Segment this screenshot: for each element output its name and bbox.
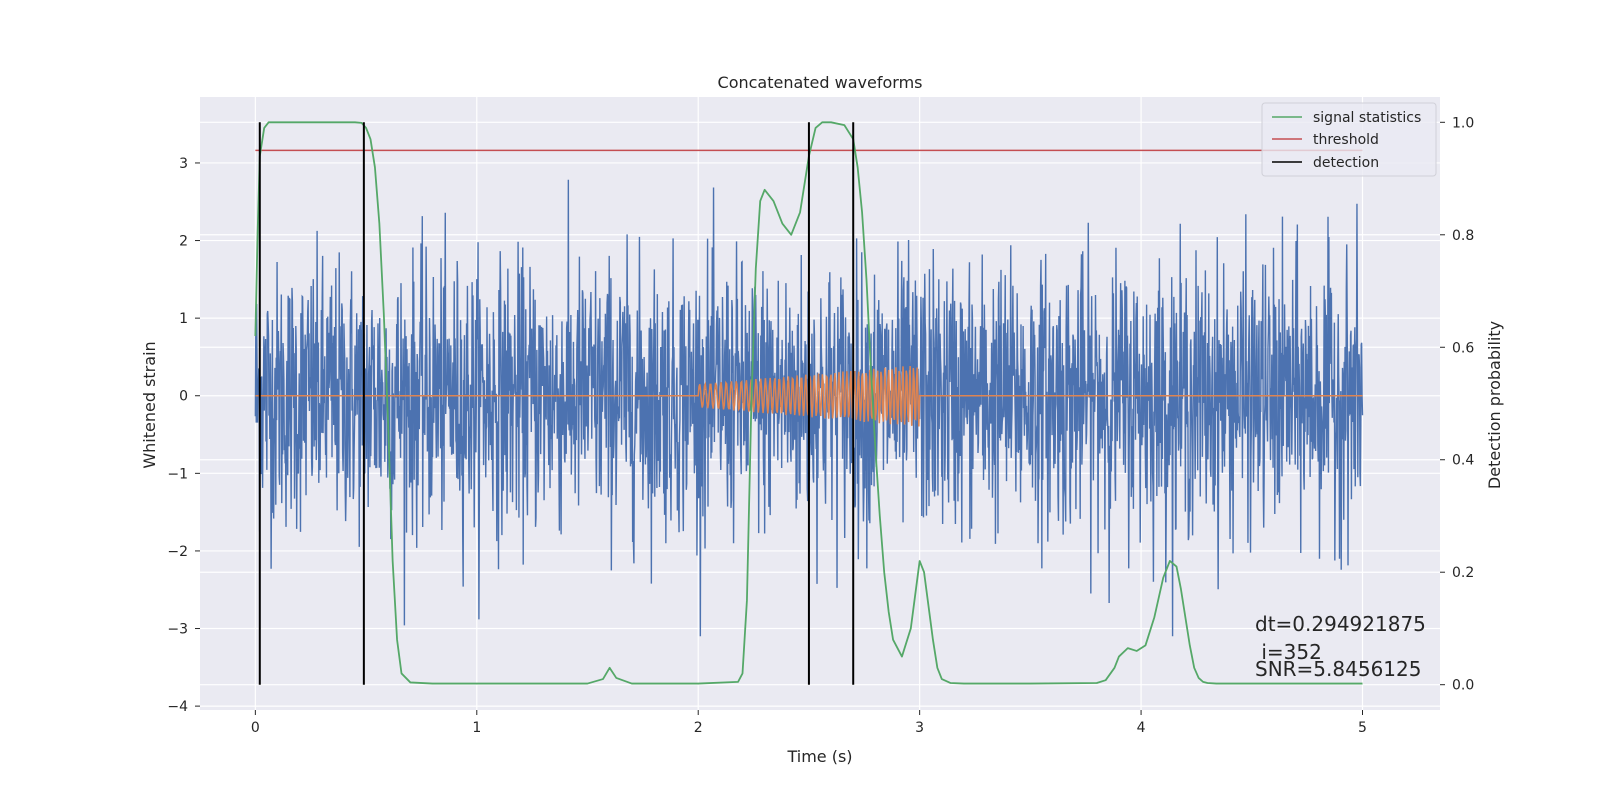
legend-label-signal-statistics: signal statistics (1313, 110, 1421, 126)
detection-series (258, 122, 855, 685)
y-tick-label: −1 (167, 466, 188, 482)
signal-statistics-line (254, 121, 1363, 685)
y2-tick-label: 1.0 (1452, 115, 1474, 131)
y2-axis-ticks: 0.0 0.2 0.4 0.6 0.8 1.0 (1440, 115, 1474, 694)
x-axis-ticks: 0 1 2 3 4 5 (251, 710, 1367, 736)
y-tick-label: 3 (179, 156, 188, 172)
x-tick-label: 0 (251, 720, 260, 736)
legend-label-detection: detection (1313, 155, 1379, 171)
x-tick-label: 1 (472, 720, 481, 736)
legend: signal statistics threshold detection (1261, 102, 1437, 177)
y-tick-label: −2 (167, 544, 188, 560)
y-axis-label: Whitened strain (140, 341, 159, 468)
y-tick-label: 1 (179, 311, 188, 327)
legend-box (1261, 102, 1437, 177)
y2-tick-label: 0.4 (1452, 453, 1474, 469)
y2-tick-label: 0.8 (1452, 228, 1474, 244)
y2-tick-label: 0.0 (1452, 678, 1474, 694)
y2-axis-label: Detection probability (1485, 321, 1504, 489)
y-tick-label: 0 (179, 389, 188, 405)
x-tick-label: 5 (1358, 720, 1367, 736)
x-tick-label: 4 (1137, 720, 1146, 736)
x-tick-label: 3 (915, 720, 924, 736)
y-tick-label: −4 (167, 699, 188, 715)
y2-tick-label: 0.6 (1452, 340, 1474, 356)
x-axis-label: Time (s) (786, 747, 852, 766)
x-tick-label: 2 (694, 720, 703, 736)
annotation-dt: dt=0.294921875 (1255, 612, 1426, 636)
chart-title: Concatenated waveforms (718, 73, 923, 92)
annotation-snr: SNR=5.8456125 (1255, 657, 1421, 681)
annotation-i: i=352 (1255, 640, 1322, 664)
y-axis-ticks: −4 −3 −2 −1 0 1 2 3 (167, 156, 200, 715)
y-tick-label: 2 (179, 234, 188, 250)
legend-label-threshold: threshold (1313, 132, 1379, 148)
y-tick-label: −3 (167, 622, 188, 638)
signal-statistics-series (254, 121, 1363, 685)
y2-tick-label: 0.2 (1452, 565, 1474, 581)
